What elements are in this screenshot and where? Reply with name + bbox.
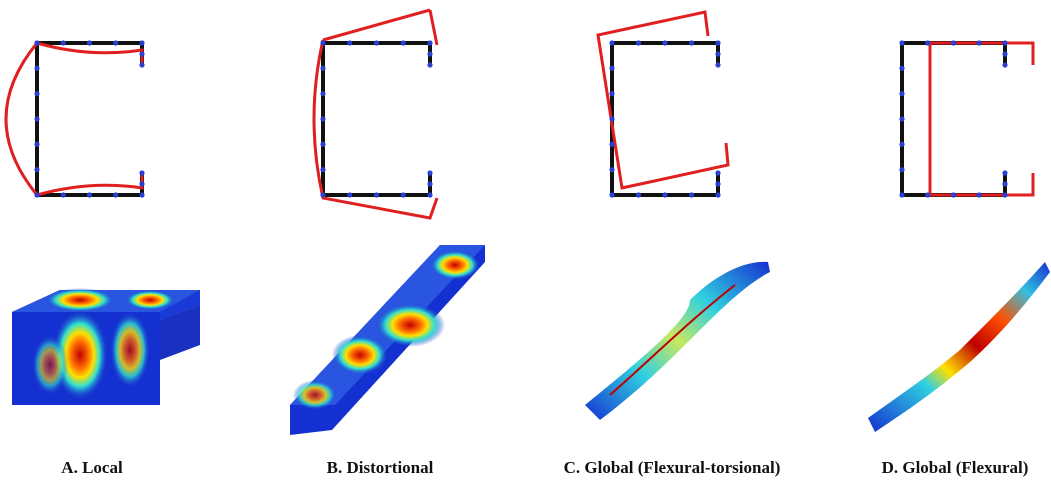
node (1002, 192, 1007, 197)
node (320, 91, 325, 96)
node (401, 192, 406, 197)
node (320, 66, 325, 71)
node (401, 40, 406, 45)
node (139, 40, 144, 45)
panel-label: D. Global (Flexural) (882, 458, 1029, 477)
mode-c (585, 262, 770, 420)
node (34, 116, 39, 121)
node (609, 66, 614, 71)
node (320, 116, 325, 121)
node (715, 51, 720, 56)
node (139, 62, 144, 67)
node (427, 62, 432, 67)
node (925, 40, 930, 45)
node (34, 192, 39, 197)
node (609, 192, 614, 197)
node (139, 51, 144, 56)
node (139, 181, 144, 186)
node (87, 40, 92, 45)
node (951, 192, 956, 197)
node (899, 142, 904, 147)
section-a (6, 43, 142, 195)
node (609, 142, 614, 147)
panel-label: C. Global (Flexural-torsional) (564, 458, 781, 477)
node (636, 40, 641, 45)
node (320, 40, 325, 45)
node (899, 40, 904, 45)
mode-d (868, 262, 1050, 432)
section-d (902, 43, 1033, 195)
panel-label: B. Distortional (327, 458, 434, 477)
nodes (34, 40, 1007, 197)
mode-a (12, 288, 200, 405)
node (87, 192, 92, 197)
node (113, 192, 118, 197)
node (427, 192, 432, 197)
panel-label: A. Local (61, 458, 123, 477)
node (662, 192, 667, 197)
node (1002, 40, 1007, 45)
mode-b (290, 245, 485, 435)
node (374, 192, 379, 197)
node (320, 192, 325, 197)
node (715, 62, 720, 67)
node (636, 192, 641, 197)
node (139, 192, 144, 197)
node (899, 192, 904, 197)
node (34, 91, 39, 96)
node (715, 170, 720, 175)
node (899, 91, 904, 96)
node (320, 167, 325, 172)
node (61, 40, 66, 45)
node (977, 40, 982, 45)
node (113, 40, 118, 45)
node (34, 40, 39, 45)
node (715, 181, 720, 186)
section-c (598, 12, 728, 195)
node (609, 91, 614, 96)
node (427, 51, 432, 56)
node (609, 116, 614, 121)
node (715, 40, 720, 45)
node (1002, 62, 1007, 67)
node (977, 192, 982, 197)
node (609, 167, 614, 172)
node (662, 40, 667, 45)
node (951, 40, 956, 45)
node (34, 66, 39, 71)
node (34, 167, 39, 172)
node (374, 40, 379, 45)
node (347, 40, 352, 45)
node (899, 116, 904, 121)
node (925, 192, 930, 197)
node (1002, 181, 1007, 186)
node (1002, 51, 1007, 56)
node (899, 66, 904, 71)
node (347, 192, 352, 197)
node (1002, 170, 1007, 175)
node (34, 142, 39, 147)
node (689, 40, 694, 45)
node (715, 192, 720, 197)
node (689, 192, 694, 197)
node (899, 167, 904, 172)
node (609, 40, 614, 45)
node (61, 192, 66, 197)
node (427, 40, 432, 45)
node (427, 181, 432, 186)
figure: A. Local B. Distortional C. Global (Flex… (0, 0, 1051, 482)
node (427, 170, 432, 175)
node (320, 142, 325, 147)
node (139, 170, 144, 175)
